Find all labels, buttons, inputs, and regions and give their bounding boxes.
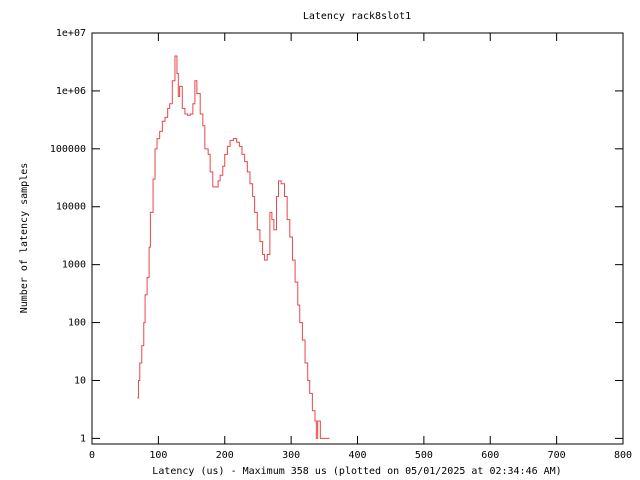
x-tick-label: 0 <box>89 450 95 461</box>
y-tick-label: 100000 <box>50 144 86 155</box>
x-tick-label: 100 <box>149 450 167 461</box>
y-tick-label: 10 <box>74 375 86 386</box>
y-axis-label: Number of latency samples <box>19 163 30 314</box>
y-tick-label: 1000 <box>62 260 86 271</box>
data-line <box>137 55 330 439</box>
chart-title: Latency rack8slot1 <box>303 11 411 22</box>
y-tick-label: 1 <box>80 433 86 444</box>
x-tick-label: 600 <box>481 450 499 461</box>
x-tick-label: 300 <box>282 450 300 461</box>
x-tick-label: 800 <box>614 450 632 461</box>
y-tick-label: 100 <box>68 318 86 329</box>
x-tick-label: 200 <box>216 450 234 461</box>
x-tick-label: 700 <box>548 450 566 461</box>
y-tick-label: 1e+07 <box>56 28 86 39</box>
plot-frame <box>91 32 624 445</box>
y-tick-label: 10000 <box>56 202 86 213</box>
x-tick-label: 400 <box>348 450 366 461</box>
y-tick-label: 1e+06 <box>56 86 86 97</box>
x-tick-label: 500 <box>415 450 433 461</box>
x-axis-label: Latency (us) - Maximum 358 us (plotted o… <box>152 466 561 477</box>
